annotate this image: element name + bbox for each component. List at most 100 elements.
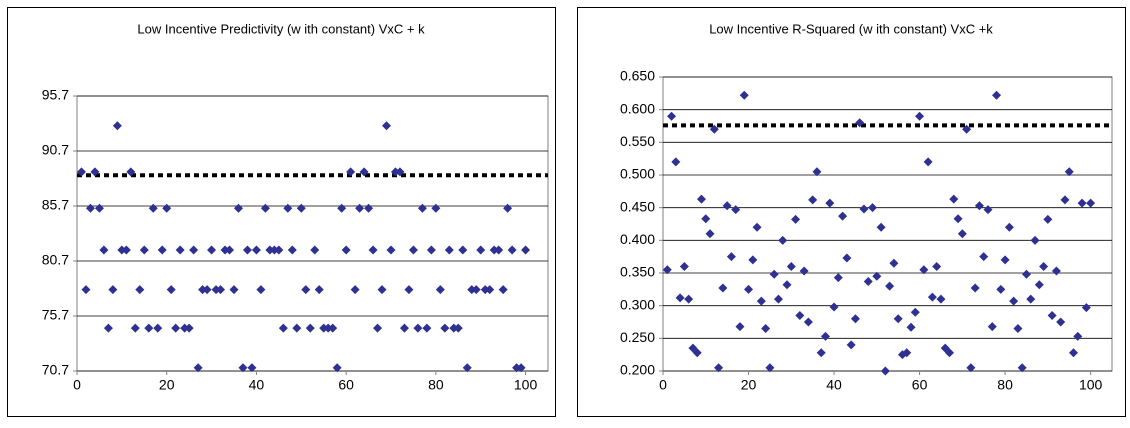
point [808,195,818,205]
point [413,323,423,333]
point [184,323,194,333]
point [786,261,796,271]
point [1047,310,1057,320]
point [778,235,788,245]
point [1081,303,1091,313]
x-tick-label: 60 [338,377,354,393]
point [671,157,681,167]
point [171,323,181,333]
point [521,245,531,255]
point [260,203,270,213]
point [85,203,95,213]
point [906,322,916,332]
point [735,322,745,332]
point [748,255,758,265]
point [310,245,320,255]
x-tick-label: 60 [912,377,928,393]
point [1039,261,1049,271]
point [1034,280,1044,290]
point [368,245,378,255]
point [166,285,176,295]
point [1021,269,1031,279]
point [692,348,702,358]
point [726,252,736,262]
point [957,229,967,239]
point [722,201,732,211]
point [507,245,517,255]
point [386,245,396,255]
point [148,203,158,213]
y-tick-label: 0.450 [620,198,655,214]
point [399,323,409,333]
point [90,167,100,177]
point [130,323,140,333]
point [408,245,418,255]
point [855,118,865,128]
point [382,121,392,131]
point [1077,198,1087,208]
point [453,323,463,333]
x-tick-label: 40 [249,377,265,393]
point [769,269,779,279]
point [1073,331,1083,341]
y-tick-label: 0.400 [620,231,655,247]
point [799,266,809,276]
point [923,157,933,167]
point [1017,363,1027,373]
point [1000,255,1010,265]
point [193,363,203,373]
point [305,323,315,333]
point [850,314,860,324]
point [422,323,432,333]
point [773,294,783,304]
point [838,211,848,221]
point [498,285,508,295]
point [902,348,912,358]
point [359,167,369,177]
point [833,273,843,283]
point [795,310,805,320]
point [739,90,749,100]
point [444,245,454,255]
point [476,245,486,255]
point [709,124,719,134]
point [121,245,131,255]
point [1086,198,1096,208]
point [812,167,822,177]
point [761,324,771,334]
chart: Low Incentive R-Squared (w ith constant)… [620,21,1113,393]
point [714,363,724,373]
x-tick-label: 20 [159,377,175,393]
point [791,214,801,224]
x-tick-label: 40 [826,377,842,393]
point [868,203,878,213]
point [1056,317,1066,327]
point [103,323,113,333]
point [462,363,472,373]
point [893,314,903,324]
x-tick-label: 80 [997,377,1013,393]
point [207,245,217,255]
point [274,245,284,255]
point [108,285,118,295]
y-tick-label: 0.600 [620,100,655,116]
point [377,285,387,295]
chart: Low Incentive Predictivity (w ith consta… [42,21,549,393]
point [1009,296,1019,306]
point [81,285,91,295]
y-tick-label: 0.650 [620,68,655,84]
point [417,203,427,213]
point [1030,235,1040,245]
point [863,276,873,286]
point [945,348,955,358]
point [503,203,513,213]
point [992,90,1002,100]
y-tick-label: 70.7 [42,362,69,378]
point [910,307,920,317]
point [76,167,86,177]
y-tick-label: 80.7 [42,252,69,268]
point [880,366,890,376]
point [983,205,993,215]
plot-area [76,95,549,372]
